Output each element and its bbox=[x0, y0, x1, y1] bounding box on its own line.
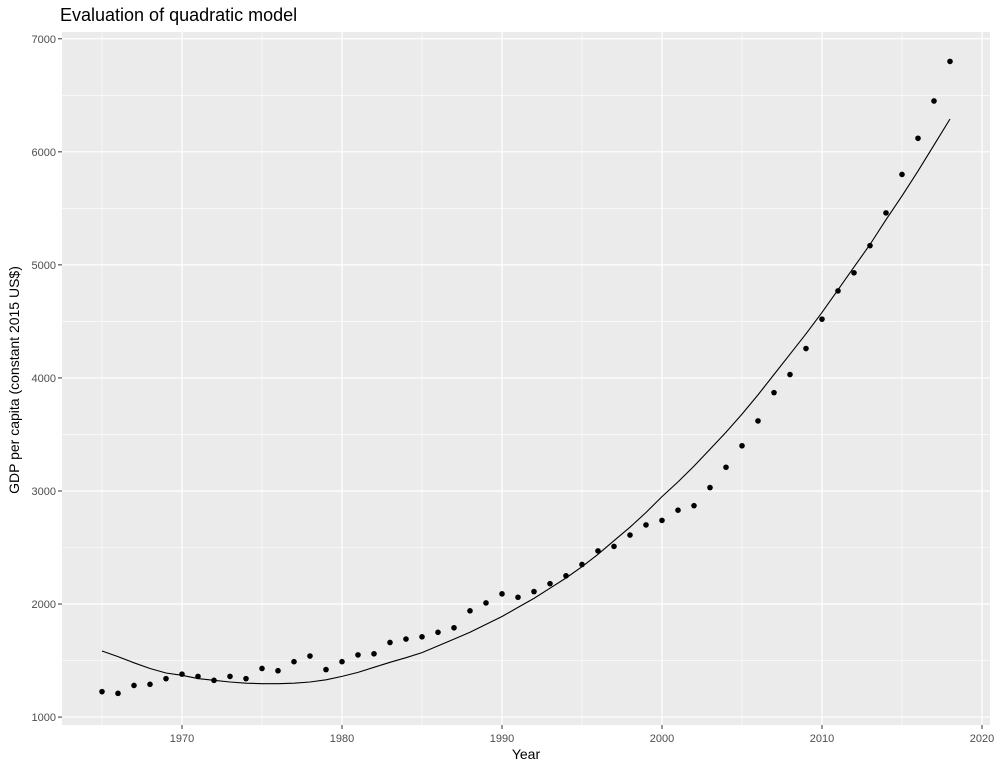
data-point bbox=[179, 671, 185, 677]
y-tick-label: 7000 bbox=[32, 34, 56, 46]
data-point bbox=[195, 673, 201, 680]
data-point bbox=[131, 682, 137, 689]
data-point bbox=[99, 688, 105, 695]
x-tick-label: 2000 bbox=[650, 733, 674, 745]
data-point bbox=[531, 588, 537, 595]
data-point bbox=[723, 464, 729, 471]
fit-line-group bbox=[101, 118, 951, 685]
y-tick-label: 2000 bbox=[32, 599, 56, 611]
data-point bbox=[515, 594, 521, 601]
x-tick-label: 1970 bbox=[170, 733, 194, 745]
data-point bbox=[291, 658, 297, 665]
data-point bbox=[467, 608, 473, 614]
data-point bbox=[755, 418, 761, 424]
data-point bbox=[851, 269, 857, 276]
data-point bbox=[595, 548, 601, 554]
data-point bbox=[147, 681, 153, 688]
y-axis-title: GDP per capita (constant 2015 US$) bbox=[6, 266, 22, 494]
data-point bbox=[643, 522, 649, 528]
data-point bbox=[547, 580, 553, 587]
fit-line bbox=[101, 118, 951, 685]
data-point bbox=[403, 636, 409, 642]
grid-lines bbox=[62, 32, 990, 725]
x-axis-title: Year bbox=[512, 746, 541, 762]
data-point bbox=[307, 653, 313, 659]
y-tick-label: 4000 bbox=[32, 373, 56, 385]
data-point bbox=[563, 572, 569, 579]
x-tick-label: 2010 bbox=[810, 733, 834, 745]
data-point bbox=[243, 675, 249, 682]
data-point bbox=[275, 667, 281, 674]
data-points bbox=[99, 58, 953, 697]
y-tick-label: 3000 bbox=[32, 486, 56, 498]
data-point bbox=[115, 690, 121, 697]
data-point bbox=[387, 639, 393, 646]
data-point bbox=[883, 210, 889, 216]
chart-title: Evaluation of quadratic model bbox=[60, 5, 298, 25]
data-point bbox=[835, 288, 841, 294]
data-point bbox=[787, 371, 793, 378]
data-point bbox=[163, 675, 169, 682]
data-point bbox=[659, 517, 665, 524]
data-point bbox=[355, 652, 361, 658]
data-point bbox=[675, 507, 681, 514]
x-tick-label: 2020 bbox=[970, 733, 994, 745]
x-tick-label: 1980 bbox=[330, 733, 354, 745]
x-axis: 1970 1980 1990 2000 2010 2020 bbox=[170, 725, 994, 745]
data-point bbox=[931, 98, 937, 104]
y-tick-label: 6000 bbox=[32, 147, 56, 159]
data-point bbox=[419, 634, 425, 640]
data-point bbox=[483, 600, 489, 606]
y-axis: 1000 2000 3000 4000 5000 6000 7000 bbox=[32, 34, 62, 724]
data-point bbox=[947, 58, 953, 65]
data-point bbox=[691, 502, 697, 509]
data-point bbox=[867, 242, 873, 249]
data-point bbox=[627, 532, 633, 538]
data-point bbox=[915, 135, 921, 142]
y-tick-label: 5000 bbox=[32, 260, 56, 272]
data-point bbox=[499, 591, 505, 597]
data-point bbox=[579, 561, 585, 568]
data-point bbox=[435, 629, 441, 636]
data-point bbox=[803, 345, 809, 352]
x-tick-label: 1990 bbox=[490, 733, 514, 745]
data-point bbox=[451, 624, 457, 631]
data-point bbox=[339, 658, 345, 665]
data-point bbox=[819, 316, 825, 322]
data-point bbox=[707, 484, 713, 491]
data-point bbox=[323, 666, 329, 673]
data-point bbox=[211, 677, 217, 684]
data-point bbox=[371, 650, 377, 657]
data-point bbox=[771, 389, 777, 396]
data-point bbox=[227, 673, 233, 680]
data-point bbox=[739, 442, 745, 449]
y-tick-label: 1000 bbox=[32, 712, 56, 724]
data-point bbox=[259, 665, 265, 672]
data-point bbox=[611, 543, 617, 550]
data-point bbox=[899, 171, 905, 178]
